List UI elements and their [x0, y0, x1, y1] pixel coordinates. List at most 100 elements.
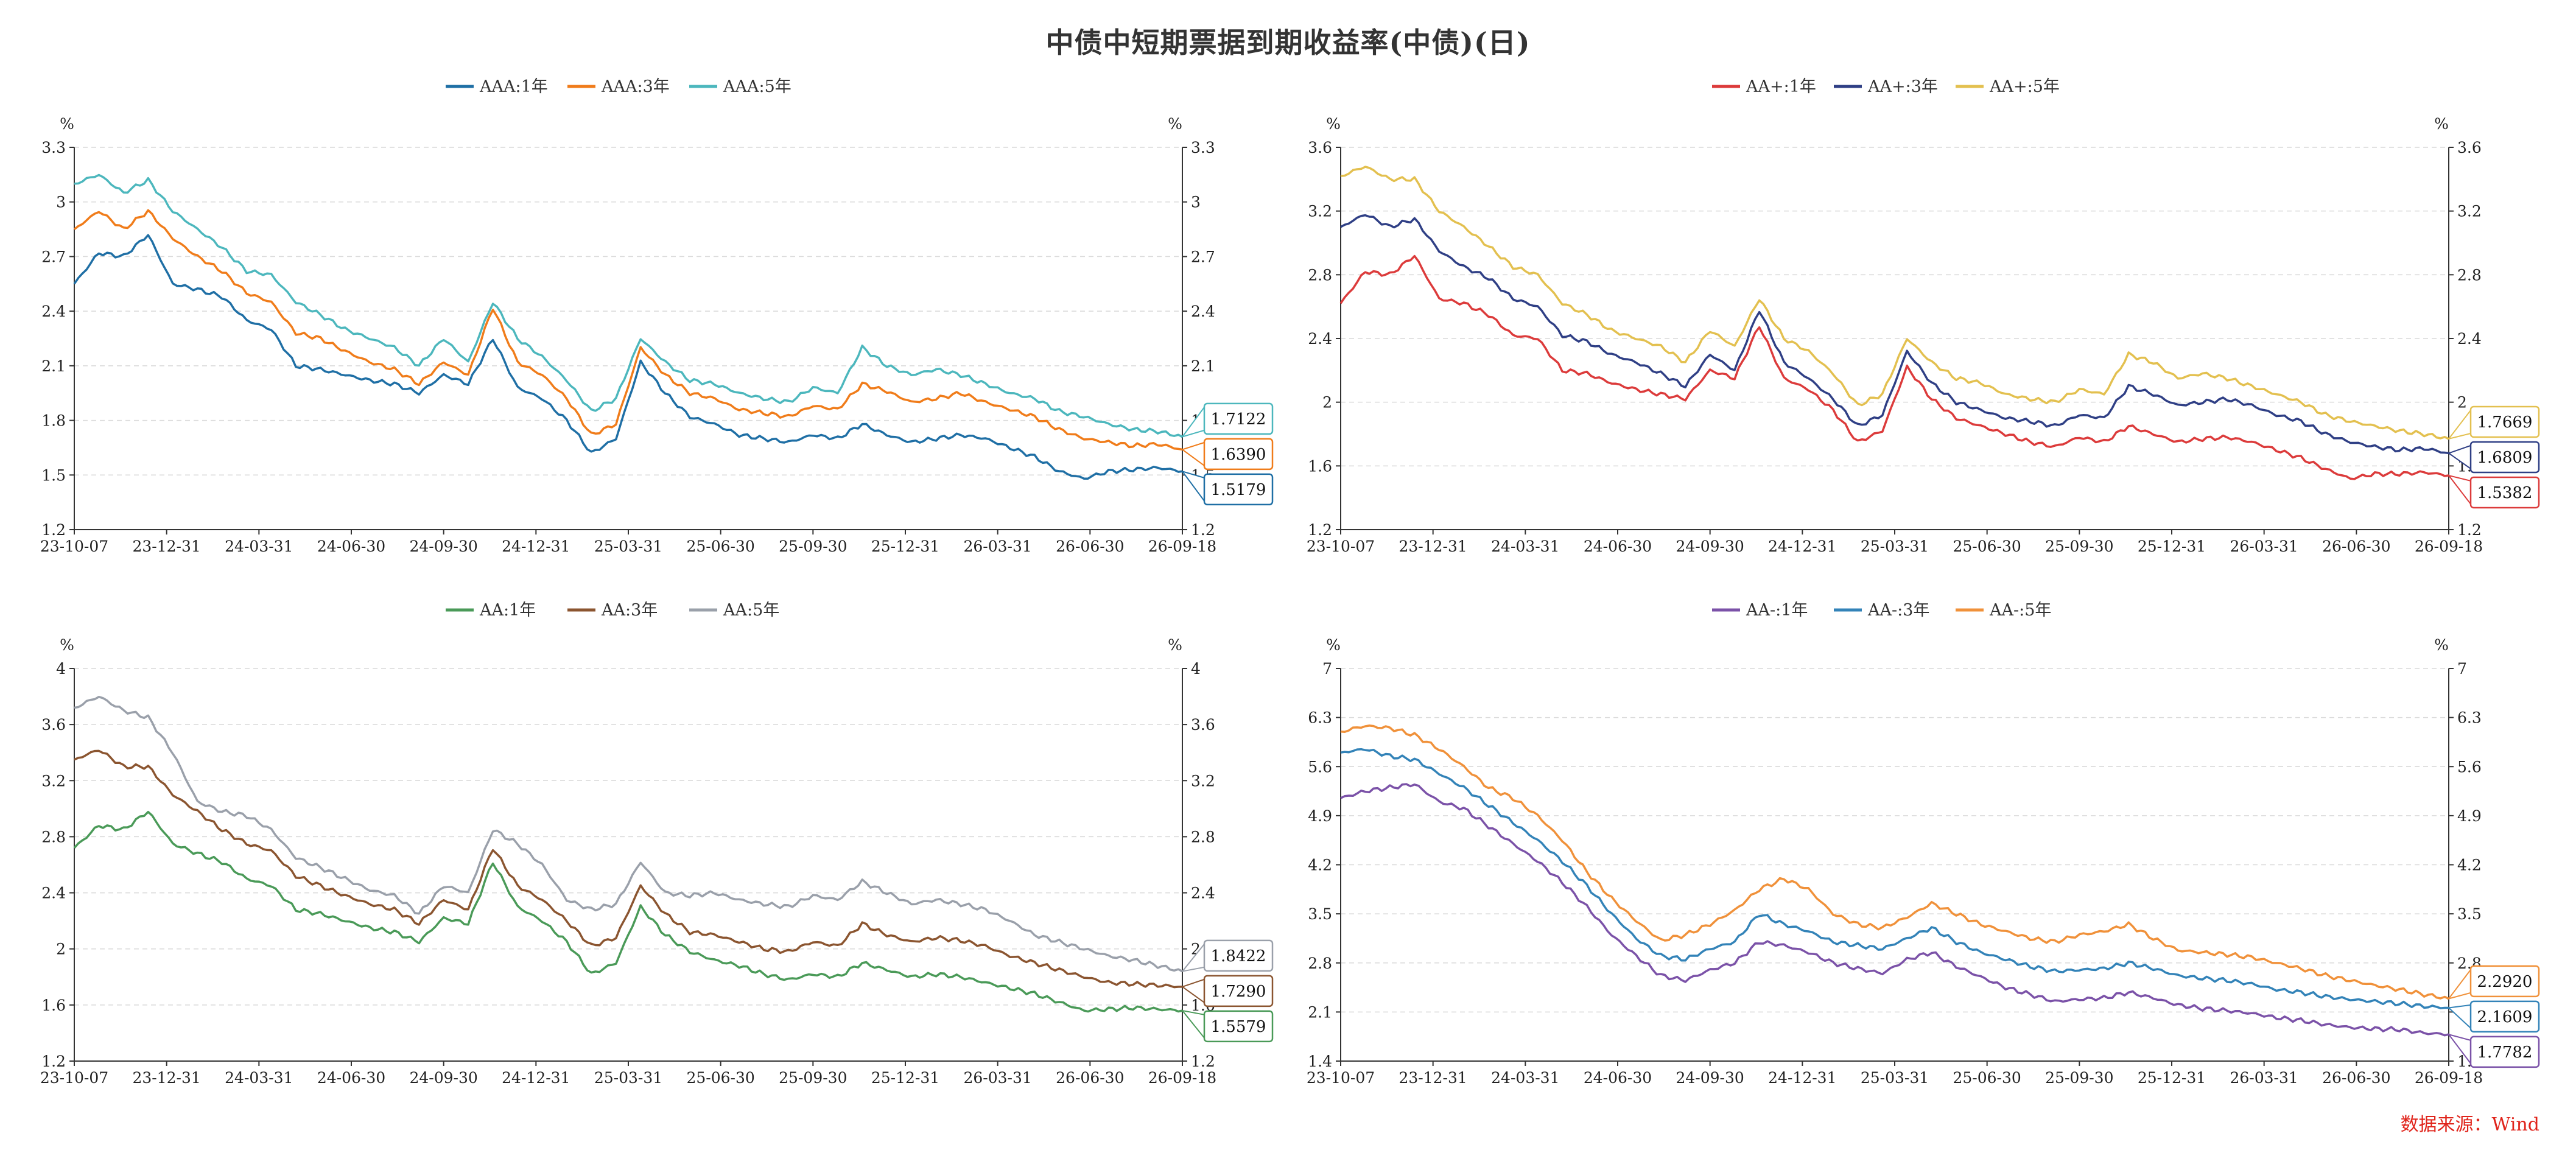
legend: AAA:1年 AAA:3年 AAA:5年	[446, 77, 791, 96]
x-tick-label: 23-10-07	[40, 538, 108, 555]
y-tick-label-left: 1.4	[1308, 1053, 1332, 1070]
x-tick-label: 24-03-31	[1491, 538, 1559, 555]
x-tick-label: 24-12-31	[502, 1069, 570, 1087]
legend-label: AAA:1年	[479, 77, 548, 96]
y-tick-label-right: 3.5	[2457, 905, 2482, 923]
badge-box	[2469, 965, 2540, 998]
last-value-badge: 1.7122	[1181, 402, 1274, 438]
x-tick-label: 25-06-30	[686, 1069, 754, 1087]
y-tick-label-right: 2.4	[2457, 330, 2482, 348]
y-tick-label-right: 3.3	[1191, 139, 1215, 156]
y-axis-unit-right: %	[2434, 636, 2449, 654]
legend-label: AA-:1年	[1746, 601, 1808, 620]
y-tick-label-left: 2.7	[41, 248, 66, 265]
badge-value: 1.6809	[2477, 449, 2533, 467]
y-tick-label-left: 1.2	[41, 1053, 66, 1070]
y-tick-label-left: 4	[56, 660, 66, 678]
y-axis-unit-right: %	[1168, 636, 1182, 654]
legend-label: AA+:1年	[1746, 77, 1816, 96]
y-tick-label-left: 4.9	[1308, 807, 1332, 825]
last-value-badge: 1.5579	[1181, 1009, 1274, 1043]
badge-box	[1203, 438, 1274, 471]
y-tick-label-left: 2.8	[41, 828, 66, 846]
x-tick-label: 24-09-30	[409, 538, 477, 555]
y-tick-label-right: 1.2	[1191, 521, 1215, 539]
y-tick-label-right: 3.6	[1191, 716, 1215, 734]
y-tick-label-left: 1.8	[41, 412, 66, 430]
x-tick-label: 25-09-30	[779, 538, 847, 555]
series-line	[1339, 254, 2449, 480]
chart-panel-aa-minus: AA-:1年AA-:3年AA-:5年%%1.41.42.12.12.82.83.…	[1307, 601, 2540, 1087]
x-tick-label: 25-12-31	[2138, 1069, 2206, 1087]
y-tick-label-left: 2.1	[1308, 1003, 1332, 1021]
y-tick-label-right: 2.4	[1191, 885, 1215, 902]
legend-label: AA:1年	[479, 601, 536, 620]
badge-box	[1203, 473, 1274, 506]
y-tick-label-right: 6.3	[2457, 709, 2482, 727]
x-tick-label: 24-12-31	[502, 538, 570, 555]
badge-box	[2469, 405, 2540, 438]
x-tick-label: 26-03-31	[963, 538, 1031, 555]
x-tick-label: 25-09-30	[2045, 1069, 2113, 1087]
x-tick-label: 23-10-07	[1307, 1069, 1375, 1087]
badge-box	[1203, 402, 1274, 435]
y-tick-label-left: 2.4	[41, 885, 66, 902]
last-value-badge: 2.1609	[2447, 1000, 2540, 1033]
x-tick-label: 26-03-31	[2230, 1069, 2298, 1087]
series-line	[1340, 748, 2449, 1009]
y-axis-unit-right: %	[2434, 115, 2449, 133]
badge-pointer	[2447, 408, 2471, 440]
x-tick-label: 26-03-31	[2230, 538, 2298, 555]
y-tick-label-right: 3	[1191, 194, 1201, 211]
y-tick-label-left: 4.2	[1308, 857, 1332, 874]
y-tick-label-left: 1.5	[41, 466, 66, 484]
y-tick-label-right: 1.2	[1191, 1053, 1215, 1070]
last-value-badge: 2.2920	[2447, 965, 2540, 1000]
y-tick-label-left: 6.3	[1308, 709, 1332, 727]
badge-value: 1.7122	[1211, 410, 1266, 429]
y-tick-label-right: 3.2	[2457, 203, 2482, 220]
last-value-badge: 1.7782	[2447, 1033, 2540, 1068]
x-tick-label: 25-12-31	[871, 1069, 939, 1087]
data-source-label: 数据来源：Wind	[2400, 1114, 2539, 1135]
legend-label: AA+:3年	[1867, 77, 1938, 96]
badge-pointer	[2447, 967, 2471, 1000]
y-tick-label-left: 2	[1322, 394, 1332, 412]
y-tick-label-left: 5.6	[1308, 758, 1332, 776]
legend: AA+:1年 AA+:3年 AA+:5年	[1712, 77, 2060, 96]
y-axis-unit-left: %	[60, 636, 74, 654]
badge-value: 1.7669	[2477, 413, 2533, 432]
legend-label: AA-:5年	[1989, 601, 2051, 620]
x-tick-label: 23-12-31	[132, 1069, 200, 1087]
series-line	[1340, 783, 2449, 1037]
x-tick-label: 26-06-30	[2322, 1069, 2390, 1087]
x-tick-label: 23-10-07	[40, 1069, 108, 1087]
last-value-badge: 1.6809	[2447, 441, 2540, 474]
y-tick-label-left: 2	[56, 941, 66, 958]
badge-value: 2.2920	[2477, 973, 2533, 991]
page-title: 中债中短期票据到期收益率(中债)(日)	[1045, 26, 1531, 59]
chart-panel-aa-plus: AA+:1年AA+:3年AA+:5年%%1.21.21.61.6222.42.4…	[1307, 77, 2540, 555]
x-tick-label: 24-09-30	[1676, 1069, 1744, 1087]
x-tick-label: 26-09-18	[2415, 538, 2483, 555]
x-tick-label: 25-09-30	[2045, 538, 2113, 555]
badge-box	[1203, 975, 1274, 1008]
y-axis-unit-right: %	[1168, 115, 1182, 133]
y-tick-label-left: 3.2	[1308, 203, 1332, 220]
x-tick-label: 24-03-31	[225, 1069, 293, 1087]
y-tick-label-left: 3.5	[1308, 905, 1332, 923]
y-tick-label-right: 4.9	[2457, 807, 2482, 825]
series-line	[74, 173, 1183, 438]
badge-value: 1.5179	[1211, 481, 1266, 499]
legend: AA-:1年 AA-:3年 AA-:5年	[1712, 601, 2051, 620]
last-value-badge: 1.7669	[2447, 405, 2540, 440]
x-tick-label: 25-09-30	[779, 1069, 847, 1087]
x-tick-label: 26-09-18	[1148, 1069, 1216, 1087]
legend-label: AAA:3年	[601, 77, 670, 96]
last-value-badge: 1.7290	[1181, 975, 1274, 1008]
badge-box	[2469, 476, 2540, 509]
y-tick-label-right: 2	[2457, 394, 2467, 412]
legend-label: AA:3年	[601, 601, 658, 620]
legend-label: AA-:3年	[1867, 601, 1929, 620]
badge-value: 2.1609	[2477, 1008, 2533, 1026]
